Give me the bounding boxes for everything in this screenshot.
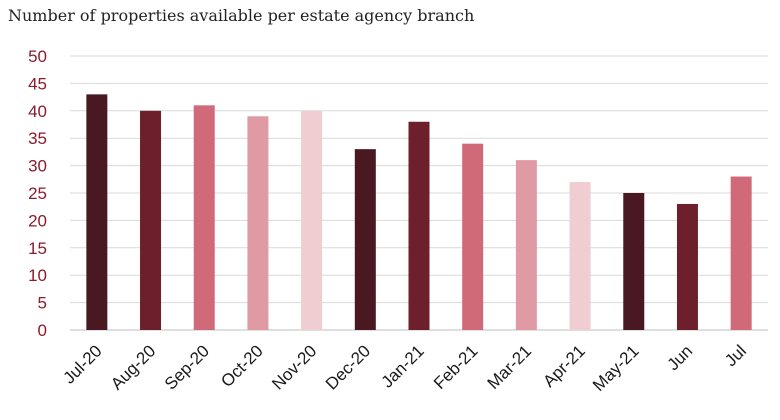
x-tick-label: Feb-21 bbox=[430, 341, 482, 393]
bar-jul-20 bbox=[86, 94, 108, 330]
bar-apr-21 bbox=[569, 182, 591, 330]
bar-nov-20 bbox=[301, 110, 323, 330]
y-tick-label: 40 bbox=[28, 102, 47, 121]
y-tick-label: 10 bbox=[28, 266, 47, 285]
bar-sep-20 bbox=[193, 105, 215, 330]
x-tick-label: Aug-20 bbox=[107, 341, 159, 393]
x-axis-tick-labels: Jul-20 Aug-20 Sep-20 Oct-20 Nov-20 Dec-20 Jan-… bbox=[59, 341, 749, 395]
y-tick-label: 20 bbox=[28, 211, 47, 230]
x-tick-label: Jul bbox=[721, 341, 750, 370]
y-tick-label: 25 bbox=[28, 184, 47, 203]
bars bbox=[86, 94, 752, 330]
x-tick-label: Sep-20 bbox=[161, 341, 213, 393]
y-tick-label: 0 bbox=[38, 321, 47, 340]
y-tick-label: 5 bbox=[38, 294, 47, 313]
bar-aug-20 bbox=[140, 110, 162, 330]
y-tick-label: 45 bbox=[28, 74, 47, 93]
x-tick-label: Mar-21 bbox=[484, 341, 536, 393]
bar-feb-21 bbox=[462, 143, 484, 330]
bar-jan-21 bbox=[408, 121, 430, 330]
x-tick-label: Jun bbox=[663, 341, 696, 374]
bar-jun bbox=[676, 203, 698, 330]
bar-dec-20 bbox=[354, 149, 376, 330]
x-tick-label: Jul-20 bbox=[59, 341, 105, 387]
y-axis-tick-labels: 0 5 10 15 20 25 30 35 40 45 50 bbox=[28, 47, 47, 340]
bar-oct-20 bbox=[247, 116, 269, 330]
x-tick-label: Apr-21 bbox=[539, 341, 589, 391]
x-tick-label: Dec-20 bbox=[322, 341, 374, 393]
chart-title: Number of properties available per estat… bbox=[8, 6, 475, 25]
y-tick-label: 35 bbox=[28, 129, 47, 148]
bar-mar-21 bbox=[515, 160, 537, 330]
bar-jul bbox=[730, 176, 752, 330]
y-tick-label: 15 bbox=[28, 239, 47, 258]
x-tick-label: Nov-20 bbox=[268, 341, 320, 393]
bar-may-21 bbox=[623, 193, 645, 330]
y-tick-label: 30 bbox=[28, 157, 47, 176]
x-tick-label: May-21 bbox=[589, 341, 643, 395]
x-tick-label: Jan-21 bbox=[378, 341, 428, 391]
y-tick-label: 50 bbox=[28, 47, 47, 66]
x-tick-label: Oct-20 bbox=[217, 341, 267, 391]
